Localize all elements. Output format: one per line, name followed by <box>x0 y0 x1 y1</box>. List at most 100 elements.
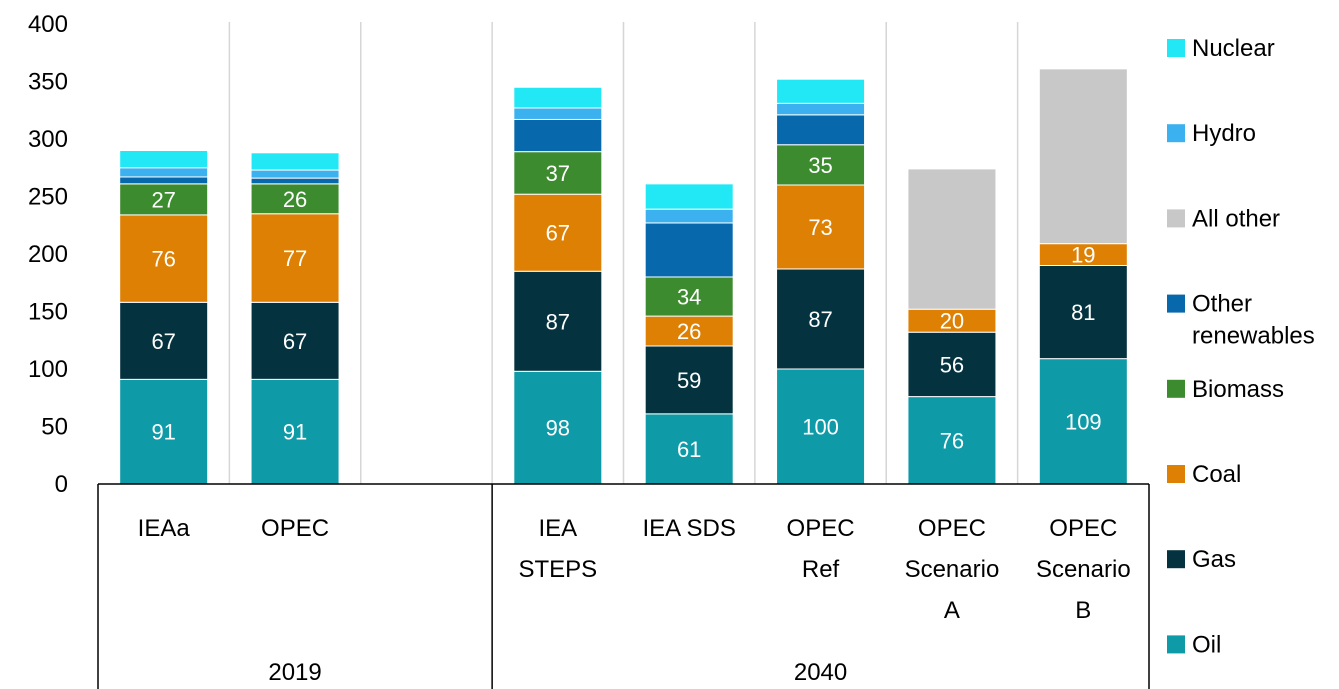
data-label-biomass: 34 <box>677 285 701 310</box>
y-tick-label: 50 <box>41 414 68 441</box>
category-label: OPEC Scenario A <box>905 515 1000 624</box>
bar-segment-biomass <box>644 276 734 317</box>
legend-label: Oil <box>1192 631 1221 658</box>
data-label-biomass: 27 <box>151 187 175 212</box>
data-label-coal: 26 <box>677 319 701 344</box>
bar-segment-coal <box>776 184 866 270</box>
category-label: IEA SDS <box>643 515 736 542</box>
bar-segment-oil <box>250 378 340 485</box>
bar-segment-coal <box>644 315 734 347</box>
data-label-gas: 56 <box>940 352 964 377</box>
bar-segment-hydro <box>513 107 603 120</box>
y-tick-label: 200 <box>28 241 68 268</box>
legend-item-all-other: All other <box>1167 205 1280 232</box>
bar-segment-coal <box>513 193 603 272</box>
bar-segment-all-other <box>1038 68 1128 245</box>
bar-segment-coal <box>119 214 209 303</box>
y-tick-label: 0 <box>55 471 68 498</box>
data-label-gas: 67 <box>151 329 175 354</box>
data-label-biomass: 26 <box>283 187 307 212</box>
data-label-gas: 87 <box>546 309 570 334</box>
category-label: IEAa <box>138 515 191 542</box>
bar-segment-other-renewables <box>776 114 866 146</box>
legend-swatch <box>1167 635 1185 654</box>
bar-segment-gas <box>907 331 997 398</box>
legend-swatch <box>1167 209 1185 228</box>
bar-segment-hydro <box>119 167 209 178</box>
bar-segment-nuclear <box>513 86 603 109</box>
data-label-biomass: 35 <box>808 153 832 178</box>
group-label-2040: 2040 <box>794 659 847 686</box>
bar-segment-gas <box>644 345 734 415</box>
legend-swatch <box>1167 465 1185 483</box>
data-label-oil: 100 <box>802 415 839 440</box>
legend-item-nuclear: Nuclear <box>1167 35 1275 62</box>
data-label-gas: 81 <box>1071 300 1095 325</box>
y-axis: 0 50 100 150 200 250 300 350 400 <box>28 11 68 498</box>
y-tick-label: 100 <box>28 356 68 383</box>
bar-segment-other-renewables <box>119 176 209 185</box>
legend-item-hydro: Hydro <box>1167 120 1256 147</box>
data-label-oil: 91 <box>283 420 307 445</box>
data-label-coal: 76 <box>151 247 175 272</box>
bar-segment-coal <box>250 213 340 303</box>
bar-segment-nuclear <box>250 152 340 171</box>
category-label: OPEC Scenario B <box>1036 515 1131 624</box>
bar-segment-hydro <box>250 169 340 179</box>
legend-item-biomass: Biomass <box>1167 376 1284 403</box>
data-label-biomass: 37 <box>546 161 570 186</box>
bar-segment-gas <box>119 301 209 380</box>
data-label-gas: 87 <box>808 307 832 332</box>
category-label: IEA STEPS <box>518 515 597 583</box>
bar-segment-biomass <box>776 144 866 186</box>
y-tick-label: 250 <box>28 184 68 211</box>
legend-label: All other <box>1192 205 1280 232</box>
bar-segment-other-renewables <box>250 177 340 185</box>
bar-segment-hydro <box>776 102 866 116</box>
legend-label: Coal <box>1192 461 1241 488</box>
y-tick-label: 350 <box>28 69 68 96</box>
legend-swatch <box>1167 550 1185 569</box>
legend-item-oil: Oil <box>1167 631 1221 658</box>
legend-label: Biomass <box>1192 376 1284 403</box>
legend-swatch <box>1167 379 1185 398</box>
y-tick-label: 150 <box>28 299 68 326</box>
data-label-oil: 109 <box>1065 409 1102 434</box>
data-label-oil: 98 <box>546 416 570 441</box>
bar-segment-nuclear <box>119 150 209 169</box>
data-label-gas: 67 <box>283 329 307 354</box>
data-label-coal: 77 <box>283 246 307 271</box>
category-label: OPEC Ref <box>787 515 855 583</box>
legend: Nuclear Hydro All other Other renewables Biom… <box>1167 35 1315 658</box>
bar-stacks <box>119 68 1128 485</box>
data-label-coal: 67 <box>546 221 570 246</box>
data-labels: 91 67 76 27 91 67 77 26 98 87 67 37 61 59 26 34 100 87 73 3… <box>151 153 1101 462</box>
bar-segment-all-other <box>907 168 997 310</box>
data-label-oil: 61 <box>677 437 701 462</box>
data-label-coal: 20 <box>940 309 964 334</box>
bar-segment-oil <box>1038 358 1128 485</box>
bar-segment-gas <box>513 270 603 372</box>
bar-segment-other-renewables <box>513 118 603 153</box>
bar-segment-oil <box>907 396 997 485</box>
legend-swatch <box>1167 124 1185 143</box>
bar-segment-biomass <box>250 183 340 215</box>
plot-dividers <box>228 22 1019 484</box>
legend-item-other-renewables: Other renewables <box>1167 291 1315 350</box>
legend-swatch <box>1167 294 1185 313</box>
bar-segment-oil <box>513 370 603 485</box>
data-label-gas: 59 <box>677 368 701 393</box>
bar-segment-other-renewables <box>644 222 734 278</box>
bar-segment-gas <box>776 268 866 370</box>
data-label-oil: 91 <box>151 420 175 445</box>
group-label-2019: 2019 <box>268 659 321 686</box>
bar-segment-oil <box>776 368 866 485</box>
bar-segment-hydro <box>644 208 734 224</box>
legend-item-coal: Coal <box>1167 461 1241 488</box>
legend-label: Hydro <box>1192 120 1256 147</box>
bar-segment-biomass <box>119 183 209 216</box>
legend-swatch <box>1167 39 1185 57</box>
category-label: OPEC <box>261 515 329 542</box>
x-axis: 2019 2040 IEAa OPEC IEA STEPS IEA SDS OPEC Ref OP… <box>97 483 1150 689</box>
